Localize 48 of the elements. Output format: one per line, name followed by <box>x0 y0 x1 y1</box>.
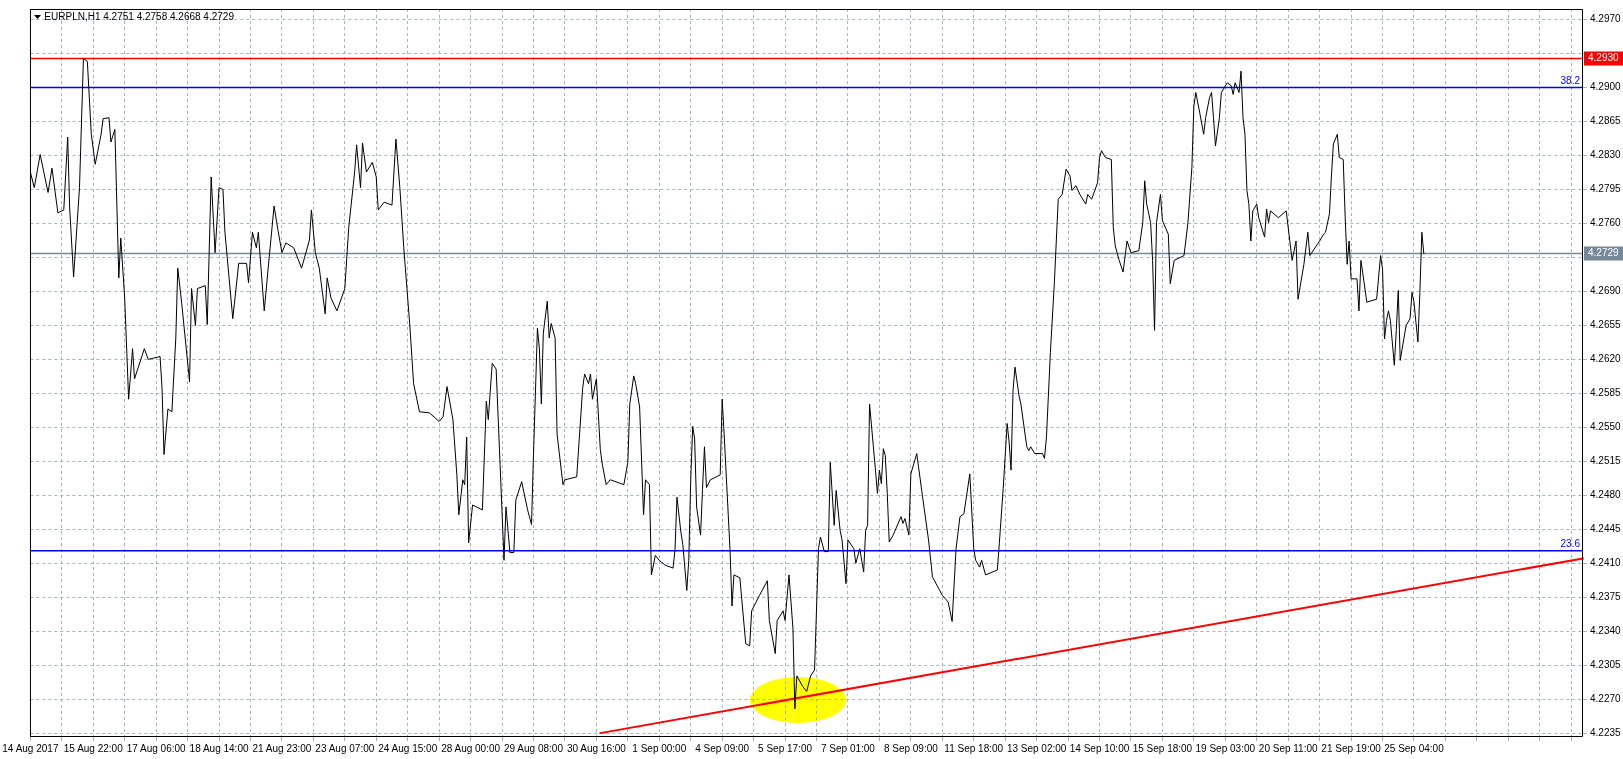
y-tick-label: 4.2900 <box>1590 81 1622 93</box>
annotation: 23.6 <box>1560 538 1581 550</box>
x-tick-label: 23 Aug 07:00 <box>315 742 375 754</box>
y-tick-label: 4.2340 <box>1590 624 1622 636</box>
y-tick-label: 4.2970 <box>1590 13 1622 25</box>
x-tick-label: 14 Aug 2017 <box>2 742 59 754</box>
y-tick-label: 4.2620 <box>1590 353 1622 365</box>
x-tick-label: 8 Sep 09:00 <box>883 742 939 754</box>
y-tick-label: 4.2585 <box>1590 387 1622 399</box>
x-tick-label: 11 Sep 18:00 <box>944 742 1004 754</box>
y-tick-label: 4.2830 <box>1590 149 1622 161</box>
chart-title: EURPLN,H1 4.2751 4.2758 4.2668 4.2729 <box>44 11 234 23</box>
x-tick-label: 21 Aug 23:00 <box>252 742 312 754</box>
y-tick-label: 4.2795 <box>1590 183 1622 195</box>
x-tick-label: 7 Sep 01:00 <box>820 742 876 754</box>
y-tick-label: 4.2655 <box>1590 319 1622 331</box>
ref-line-label: 4.2729 <box>1588 247 1620 259</box>
x-tick-label: 14 Sep 10:00 <box>1069 742 1130 754</box>
x-tick-label: 4 Sep 09:00 <box>695 742 750 754</box>
y-tick-label: 4.2690 <box>1590 285 1622 297</box>
ref-line-label: 4.2930 <box>1588 52 1620 64</box>
y-tick-label: 4.2550 <box>1590 421 1622 433</box>
y-tick-label: 4.2480 <box>1590 489 1622 501</box>
y-tick-label: 4.2410 <box>1590 557 1622 568</box>
x-tick-label: 15 Sep 18:00 <box>1132 742 1193 754</box>
x-tick-label: 24 Aug 15:00 <box>378 742 438 754</box>
y-tick-label: 4.2270 <box>1590 692 1622 704</box>
x-tick-label: 20 Sep 11:00 <box>1258 742 1319 754</box>
x-tick-label: 21 Sep 19:00 <box>1321 742 1382 754</box>
y-tick-label: 4.2235 <box>1590 726 1622 738</box>
x-tick-label: 13 Sep 02:00 <box>1006 742 1067 754</box>
y-tick-label: 4.2445 <box>1590 523 1622 535</box>
y-tick-label: 4.2760 <box>1590 217 1622 229</box>
x-tick-label: 30 Aug 16:00 <box>566 742 627 754</box>
y-tick-label: 4.2305 <box>1590 658 1622 670</box>
x-tick-label: 25 Sep 04:00 <box>1384 742 1445 754</box>
y-tick-label: 4.2865 <box>1590 115 1622 127</box>
x-tick-label: 5 Sep 17:00 <box>758 742 813 754</box>
x-tick-label: 15 Aug 22:00 <box>63 742 124 754</box>
x-tick-label: 18 Aug 14:00 <box>189 742 249 754</box>
x-tick-label: 1 Sep 00:00 <box>632 742 687 754</box>
x-tick-label: 17 Aug 06:00 <box>126 742 187 754</box>
y-tick-label: 4.2375 <box>1590 590 1622 602</box>
x-tick-label: 29 Aug 08:00 <box>504 742 564 754</box>
y-tick-label: 4.2515 <box>1590 455 1622 467</box>
x-tick-label: 19 Sep 03:00 <box>1195 742 1256 754</box>
x-tick-label: 28 Aug 00:00 <box>441 742 501 754</box>
annotation: 38.2 <box>1560 75 1581 87</box>
